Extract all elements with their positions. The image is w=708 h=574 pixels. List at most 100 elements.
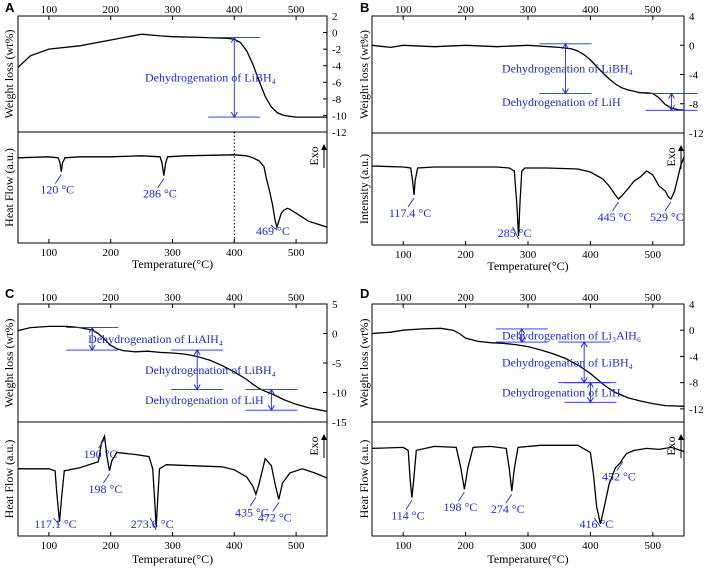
- y-axis-tick-label: -8: [689, 99, 699, 111]
- panel-letter: A: [5, 0, 15, 15]
- peak-pointer: [272, 502, 280, 512]
- exo-arrow-head: [678, 434, 684, 440]
- exo-label: Exo: [307, 146, 321, 165]
- x-axis-tick-label: 200: [102, 247, 119, 259]
- top-axis-tick-label: 400: [226, 292, 243, 304]
- weight-loss-curve: [371, 44, 685, 111]
- top-axis-tick-label: 400: [226, 4, 243, 16]
- exo-arrow-head: [321, 434, 327, 440]
- y-axis-tick-label: -8: [332, 94, 342, 106]
- y-axis-tick-label: -12: [332, 127, 347, 139]
- peak-label: 472 °C: [258, 510, 292, 524]
- peak-pointer: [405, 500, 413, 510]
- top-axis-tick-label: 200: [102, 4, 119, 16]
- x-axis-tick-label: 400: [582, 249, 599, 261]
- peak-pointer: [664, 201, 672, 212]
- y-axis-tick-label: -12: [689, 128, 704, 140]
- peak-label: 273.6 °C: [131, 517, 174, 531]
- exo-label: Exo: [664, 147, 678, 166]
- peak-pointer: [616, 461, 624, 471]
- y-axis-tick-label: -4: [689, 351, 699, 363]
- x-axis-label: Temperature(°C): [132, 257, 213, 271]
- y-axis-tick-label: -6: [332, 77, 342, 89]
- top-axis-tick-label: 500: [645, 292, 662, 304]
- x-axis-tick-label: 100: [395, 249, 412, 261]
- heat-flow-curve: [371, 156, 685, 237]
- x-axis-tick-label: 200: [457, 249, 474, 261]
- x-axis-tick-label: 100: [41, 540, 58, 552]
- exo-label: Exo: [664, 436, 678, 455]
- top-axis-tick-label: 100: [395, 292, 412, 304]
- y-axis-tick-label: -8: [689, 378, 699, 390]
- top-axis-tick-label: 300: [520, 292, 537, 304]
- peak-pointer: [103, 473, 110, 484]
- peak-pointer: [594, 517, 601, 528]
- step-label: Dehydrogenation of LiBH₄: [145, 363, 276, 377]
- top-axis-tick-label: 200: [102, 292, 119, 304]
- weight-axis-label: Weight loss (wt%): [2, 29, 16, 118]
- step-arrow-head: [88, 344, 96, 351]
- peak-label: 416 °C: [579, 517, 613, 531]
- peak-label: 190 °C: [84, 447, 118, 461]
- top-axis-tick-label: 200: [457, 292, 474, 304]
- peak-label: 274 °C: [491, 502, 525, 516]
- weight-loss-curve: [371, 327, 685, 407]
- y-axis-tick-label: -4: [332, 61, 342, 73]
- peak-label: 120 °C: [40, 183, 74, 197]
- peak-pointer: [249, 497, 257, 507]
- step-arrow-head: [193, 349, 201, 356]
- y-axis-tick-label: -5: [332, 358, 342, 370]
- top-axis-tick-label: 100: [41, 4, 58, 16]
- x-axis-tick-label: 300: [164, 540, 181, 552]
- peak-pointer: [407, 197, 415, 208]
- peak-label: 198 °C: [443, 500, 477, 514]
- exo-arrow-head: [321, 144, 327, 150]
- heat-flow-curve: [371, 444, 685, 525]
- step-arrow-head: [668, 92, 675, 99]
- step-label: Dehydrogenation of LiH: [145, 393, 264, 407]
- y-axis-tick-label: 4: [689, 299, 695, 311]
- x-axis-label: Temperature(°C): [132, 552, 213, 566]
- y-axis-tick-label: -10: [332, 110, 347, 122]
- step-label: Dehydrogenation of Li₃AlH₆: [502, 328, 641, 342]
- step-label: Dehydrogenation of LiAlH₄: [88, 332, 223, 346]
- top-axis-tick-label: 100: [41, 292, 58, 304]
- peak-label: 529 °C: [650, 210, 684, 224]
- peak-pointer: [54, 174, 62, 184]
- heat-flow-curve: [18, 433, 328, 527]
- top-axis-tick-label: 500: [288, 4, 305, 16]
- x-axis-tick-label: 400: [226, 247, 243, 259]
- step-arrow-head: [88, 326, 96, 333]
- step-arrow-head: [668, 105, 675, 112]
- y-axis-tick-label: -4: [689, 70, 699, 82]
- heat-axis-label: Intensity (a.u.): [357, 154, 371, 224]
- top-axis-tick-label: 300: [164, 292, 181, 304]
- peak-label: 469 °C: [256, 224, 290, 238]
- step-label: Dehydrogenation of LiBH₄: [145, 70, 276, 84]
- x-axis-tick-label: 300: [520, 249, 537, 261]
- peak-label: 285 °C: [498, 226, 532, 240]
- y-axis-tick-label: 5: [332, 299, 338, 311]
- panel-letter: C: [5, 286, 15, 301]
- peak-pointer: [512, 226, 520, 240]
- panel-letter: D: [360, 286, 369, 301]
- peak-label: 114 °C: [391, 508, 424, 522]
- peak-label: 117.1 °C: [34, 517, 76, 531]
- peak-pointer: [98, 438, 105, 449]
- x-axis-tick-label: 300: [520, 540, 537, 552]
- step-label: Dehydrogenation of LiH: [502, 386, 621, 400]
- step-arrow-head: [267, 388, 275, 395]
- x-axis-tick-label: 400: [226, 540, 243, 552]
- y-axis-tick-label: -10: [332, 388, 347, 400]
- peak-pointer: [157, 178, 165, 188]
- step-arrow-head: [580, 341, 588, 348]
- x-axis-tick-label: 200: [457, 540, 474, 552]
- heat-axis-label: Heat Flow (a.u.): [2, 148, 16, 227]
- x-axis-tick-label: 100: [395, 540, 412, 552]
- x-axis-tick-label: 300: [164, 247, 181, 259]
- peak-label: 198 °C: [89, 482, 123, 496]
- step-arrow-head: [586, 397, 594, 404]
- step-arrow-head: [193, 384, 201, 391]
- y-axis-tick-label: -12: [689, 404, 704, 416]
- x-axis-tick-label: 200: [102, 540, 119, 552]
